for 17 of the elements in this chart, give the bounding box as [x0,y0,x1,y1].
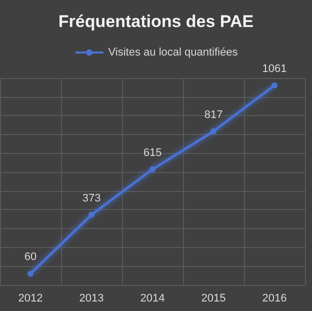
x-tick-label: 2016 [262,292,287,304]
data-label: 60 [24,251,37,264]
data-label: 373 [82,192,101,204]
point [150,166,156,172]
x-tick-label: 2015 [201,292,226,304]
x-tick-label: 2012 [18,292,43,304]
data-label: 615 [143,146,162,159]
point [210,128,216,134]
point [272,82,278,88]
point [28,270,34,277]
point [88,212,94,218]
legend-label: Visites au local quantifiées [108,46,238,58]
x-tick-label: 2013 [79,292,104,304]
data-label: 817 [204,108,223,121]
data-label: 1061 [262,62,287,75]
chart-title: Fréquentations des PAE [58,12,254,31]
x-tick-label: 2014 [140,292,165,304]
